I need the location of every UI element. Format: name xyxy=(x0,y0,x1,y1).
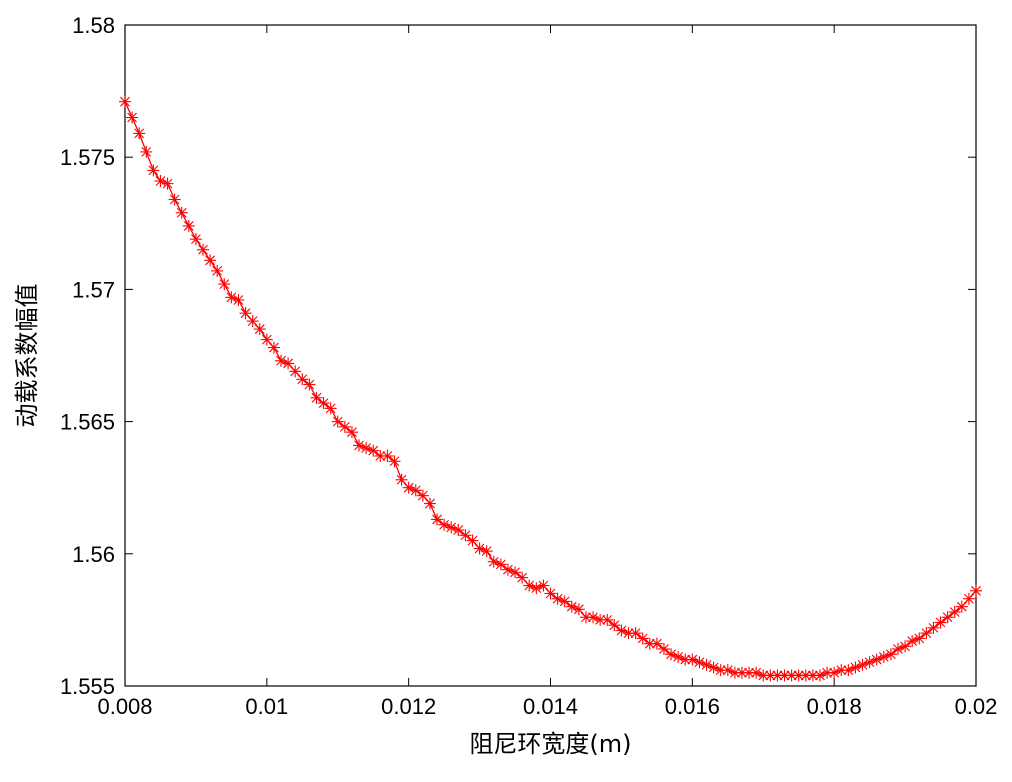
data-point-marker xyxy=(494,558,507,571)
data-point-marker xyxy=(622,627,635,640)
data-point-marker xyxy=(431,513,444,526)
x-axis-title: 阻尼环宽度(m) xyxy=(469,730,631,758)
data-point-marker xyxy=(267,341,280,354)
data-point-marker xyxy=(970,584,982,597)
y-tick-label: 1.57 xyxy=(72,277,115,302)
data-point-marker xyxy=(743,666,756,679)
plot-frame xyxy=(124,24,977,687)
data-point-marker xyxy=(629,627,642,640)
data-point-marker xyxy=(282,357,295,370)
data-point-marker xyxy=(381,449,394,462)
data-point-marker xyxy=(218,278,231,291)
data-point-marker xyxy=(345,426,358,439)
data-point-marker xyxy=(239,307,252,320)
data-point-marker xyxy=(594,613,607,626)
data-point-marker xyxy=(572,603,585,616)
data-point-marker xyxy=(423,497,436,510)
data-point-marker xyxy=(409,484,422,497)
data-point-marker xyxy=(601,613,614,626)
data-point-marker xyxy=(140,145,153,158)
y-tick-label: 1.565 xyxy=(60,410,115,435)
data-point-marker xyxy=(821,666,834,679)
y-tick-label: 1.56 xyxy=(72,542,115,567)
x-tick-label: 0.008 xyxy=(97,694,152,719)
data-point-marker xyxy=(771,669,784,682)
data-point-marker xyxy=(948,605,961,618)
y-tick-label: 1.58 xyxy=(72,13,115,38)
y-tick-label: 1.555 xyxy=(60,674,115,699)
y-tick-label: 1.575 xyxy=(60,145,115,170)
data-point-marker xyxy=(962,592,975,605)
axis-ticks xyxy=(124,24,977,687)
data-point-marker xyxy=(884,648,897,661)
x-tick-label: 0.016 xyxy=(665,694,720,719)
data-point-marker xyxy=(608,619,621,632)
data-point-marker xyxy=(899,640,912,653)
data-point-marker xyxy=(126,111,139,124)
data-point-marker xyxy=(324,402,337,415)
data-point-marker xyxy=(289,365,302,378)
data-point-marker xyxy=(175,206,188,219)
data-point-marker xyxy=(310,391,323,404)
data-point-marker xyxy=(927,621,940,634)
data-point-marker xyxy=(161,177,174,190)
x-tick-label: 0.02 xyxy=(955,694,998,719)
data-point-marker xyxy=(296,373,309,386)
data-point-marker xyxy=(303,378,316,391)
data-point-marker xyxy=(260,333,273,346)
data-point-marker xyxy=(253,323,266,336)
x-tick-label: 0.012 xyxy=(381,694,436,719)
data-point-marker xyxy=(679,653,692,666)
data-point-marker xyxy=(119,95,131,108)
y-axis-title: 动载系数幅值 xyxy=(13,284,41,428)
data-point-marker xyxy=(480,545,493,558)
x-tick-label: 0.018 xyxy=(807,694,862,719)
data-point-marker xyxy=(416,489,429,502)
data-point-marker xyxy=(544,587,557,600)
data-point-marker xyxy=(232,293,245,306)
data-point-marker xyxy=(920,627,933,640)
data-point-marker xyxy=(459,529,472,542)
data-point-marker xyxy=(913,632,926,645)
plot-area: 0.008 0.01 0.012 0.014 0.016 0.018 0.02 1.555 1.… xyxy=(60,13,997,719)
tick-labels: 0.008 0.01 0.012 0.014 0.016 0.018 0.02 1.555 1.… xyxy=(60,13,997,719)
data-point-marker xyxy=(657,642,670,655)
series-markers xyxy=(119,95,982,682)
data-point-marker xyxy=(168,193,181,206)
data-point-marker xyxy=(147,164,160,177)
data-point-marker xyxy=(338,420,351,433)
data-point-marker xyxy=(367,444,380,457)
data-point-marker xyxy=(466,534,479,547)
data-point-marker xyxy=(388,455,401,468)
x-tick-label: 0.014 xyxy=(523,694,578,719)
data-point-marker xyxy=(636,632,649,645)
data-point-marker xyxy=(934,616,947,629)
data-point-marker xyxy=(211,264,224,277)
data-point-marker xyxy=(452,524,465,537)
data-point-marker xyxy=(204,254,217,267)
data-point-marker xyxy=(182,219,195,232)
data-point-marker xyxy=(395,473,408,486)
data-point-marker xyxy=(941,611,954,624)
x-tick-label: 0.01 xyxy=(245,694,288,719)
data-point-marker xyxy=(197,243,210,256)
data-point-marker xyxy=(317,397,330,410)
data-point-marker xyxy=(537,579,550,592)
data-point-marker xyxy=(133,127,146,140)
data-point-marker xyxy=(189,233,202,246)
data-point-marker xyxy=(331,415,344,428)
data-point-marker xyxy=(516,571,529,584)
data-point-marker xyxy=(955,600,968,613)
data-point-marker xyxy=(558,595,571,608)
data-point-marker xyxy=(650,637,663,650)
data-point-marker xyxy=(509,566,522,579)
data-point-marker xyxy=(246,315,259,328)
